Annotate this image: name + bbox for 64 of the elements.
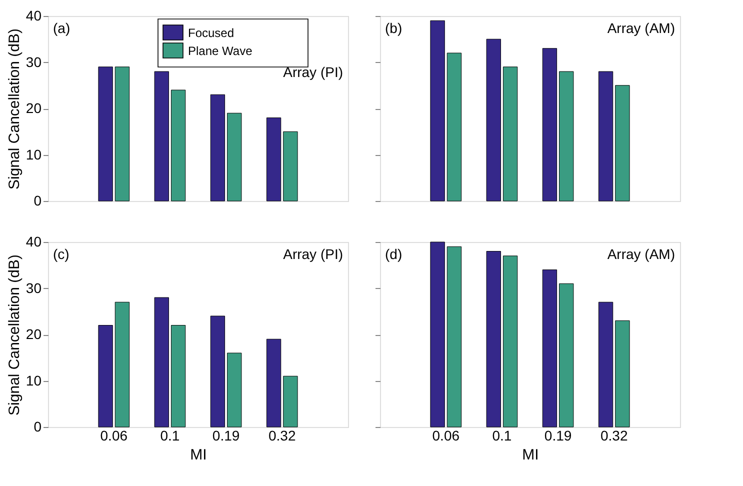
x-tick-label: 0.06 (100, 428, 128, 444)
x-tick-label: 0.19 (212, 428, 240, 444)
annotation: Array (PI) (283, 246, 343, 262)
bar (154, 71, 169, 202)
bar (114, 302, 130, 428)
x-axis-title: MI (190, 446, 207, 464)
legend-label: Plane Wave (188, 44, 253, 58)
bar (446, 52, 462, 202)
legend-label: Focused (188, 26, 234, 40)
annotation: (c) (53, 246, 70, 262)
bar (598, 302, 614, 428)
x-tick-label: 0.06 (432, 428, 460, 444)
y-tick-label: 40 (26, 8, 42, 24)
y-tick-label: 10 (26, 146, 42, 162)
bar (266, 118, 282, 202)
y-tick-label: 10 (26, 372, 42, 388)
annotation: Array (PI) (283, 64, 343, 80)
bar (98, 66, 113, 202)
bar (283, 131, 298, 202)
bar (430, 242, 445, 428)
bar (154, 297, 169, 428)
bar (542, 48, 558, 202)
bar (486, 38, 501, 202)
x-tick-label: 0.1 (492, 428, 512, 444)
bar (430, 20, 445, 202)
bar (542, 270, 558, 428)
bar (446, 246, 462, 428)
x-axis-title: MI (522, 446, 539, 464)
bar (98, 325, 113, 428)
bar (615, 85, 630, 202)
y-axis-title: Signal Cancellation (dB) (6, 28, 23, 190)
bar (210, 316, 226, 428)
y-tick-label: 30 (26, 280, 42, 296)
annotation: Array (AM) (607, 246, 675, 262)
annotation: Array (AM) (607, 20, 675, 36)
bar (486, 251, 501, 428)
y-tick-label: 40 (26, 234, 42, 250)
bar (502, 66, 518, 202)
x-tick-label: 0.19 (544, 428, 572, 444)
bar (227, 352, 242, 428)
y-tick-label: 0 (34, 418, 42, 434)
y-tick-label: 20 (26, 326, 42, 342)
annotation: (b) (385, 20, 402, 36)
bar (227, 112, 242, 202)
annotation: (a) (53, 20, 70, 36)
bar (559, 71, 574, 202)
y-tick-label: 20 (26, 100, 42, 116)
y-axis-title: Signal Cancellation (dB) (6, 254, 23, 416)
bar (114, 66, 130, 202)
bar (170, 90, 186, 202)
bar (170, 325, 186, 428)
bar (559, 283, 574, 428)
x-tick-label: 0.1 (160, 428, 180, 444)
y-tick-label: 0 (34, 192, 42, 208)
bar (502, 256, 518, 428)
x-tick-label: 0.32 (268, 428, 296, 444)
bar (266, 338, 282, 428)
bar (615, 320, 630, 428)
annotation: (d) (385, 246, 402, 262)
bar (210, 94, 226, 202)
x-tick-label: 0.32 (600, 428, 628, 444)
bar (598, 71, 614, 202)
y-tick-label: 30 (26, 54, 42, 70)
bar (283, 376, 298, 428)
